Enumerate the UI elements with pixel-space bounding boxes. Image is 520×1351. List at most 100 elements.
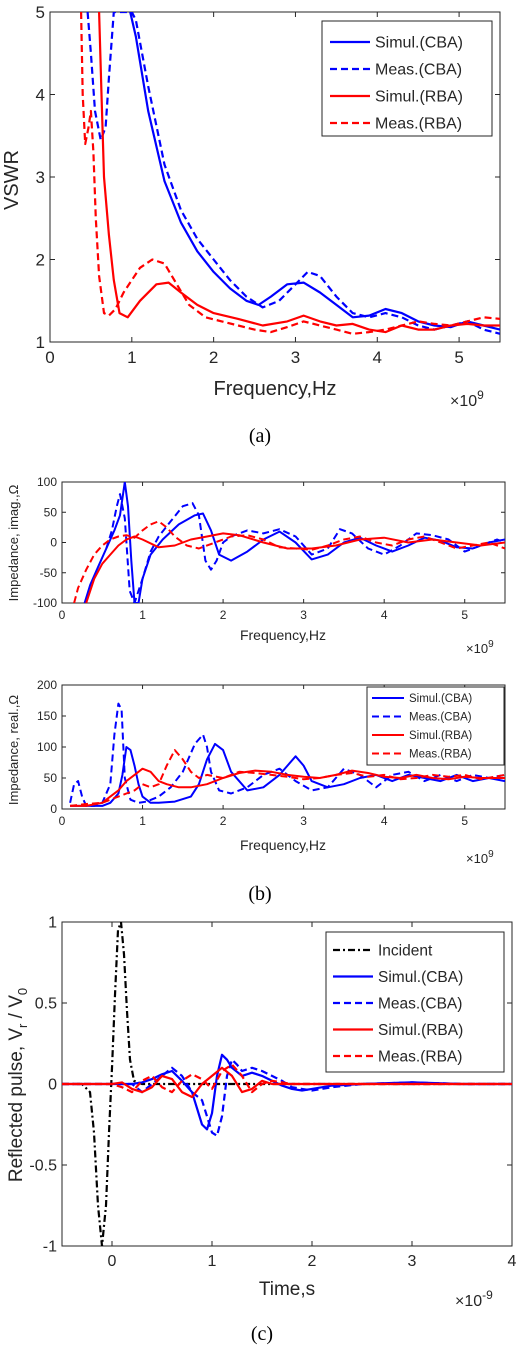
y-tick-label: 100 — [37, 740, 57, 754]
xlabel-b-imag: Frequency,Hz — [240, 627, 326, 643]
series-a — [80, 12, 500, 335]
x-exponent-a: ×109 — [450, 388, 484, 410]
legend-label: Simul.(CBA) — [378, 969, 463, 986]
x-tick-label: 4 — [381, 608, 388, 622]
series-line-meas-cba — [69, 702, 505, 807]
series-c — [62, 922, 512, 1246]
series-line-simul-cba — [62, 1053, 512, 1131]
series-line-meas-rba — [80, 12, 500, 335]
y-tick-label: 0 — [48, 1077, 57, 1094]
panel-b-imag: 0 1 2 3 4 5 -100 -50 0 50 100 Impedance, imag.,Ω F… — [6, 475, 506, 656]
plot-area-b-imag — [61, 481, 506, 604]
x-tick-label: 5 — [454, 348, 463, 367]
y-tick-label: 0.5 — [35, 996, 57, 1013]
y-tick-label: 5 — [36, 3, 45, 22]
caption-a: (a) — [249, 425, 271, 447]
legend-label: Simul.(RBA) — [375, 89, 463, 106]
legend-items-b-real: Simul.(CBA) Meas.(CBA) Simul.(RBA) Meas.(RB… — [372, 693, 472, 761]
y-tick-label: 4 — [36, 85, 45, 104]
panel-c: 0 1 2 3 4 -1 -0.5 0 0.5 1 Reflected pulse, Vr / V… — [6, 915, 517, 1345]
series-line-meas-rba — [69, 749, 505, 807]
y-tick-label: 100 — [37, 475, 57, 489]
y-tick-label: -1 — [43, 1239, 57, 1256]
x-tick-label: 3 — [408, 1253, 417, 1270]
series-line-meas-rba — [62, 1063, 512, 1094]
series-line-simul-cba — [83, 482, 505, 603]
ticks-c: 0 1 2 3 4 -1 -0.5 0 0.5 1 — [29, 915, 516, 1270]
legend-label: Simul.(RBA) — [378, 1022, 463, 1039]
x-exponent-b-real: ×109 — [466, 849, 494, 866]
x-tick-label: 1 — [127, 348, 136, 367]
y-tick-label: 1 — [48, 915, 57, 932]
legend-label: Simul.(RBA) — [409, 730, 472, 742]
legend-label: Meas.(RBA) — [375, 116, 462, 133]
x-tick-label: 0 — [45, 348, 54, 367]
y-tick-label: 50 — [44, 505, 58, 519]
x-tick-label: 2 — [308, 1253, 317, 1270]
ylabel-a: VSWR — [1, 150, 23, 210]
x-tick-label: 2 — [220, 814, 227, 828]
xlabel-a: Frequency,Hz — [213, 378, 336, 400]
x-tick-label: 3 — [300, 608, 307, 622]
y-tick-label: 150 — [37, 709, 57, 723]
x-tick-label: 2 — [209, 348, 218, 367]
legend-box-a — [321, 20, 493, 137]
x-tick-label: 4 — [373, 348, 382, 367]
x-tick-label: 1 — [208, 1253, 217, 1270]
legend-a: Simul.(CBA) Meas.(CBA) Simul.(RBA) Meas.(RB… — [321, 20, 493, 137]
legend-items-c: Incident Simul.(CBA) Meas.(CBA) Simul.(RBA)… — [333, 942, 463, 1065]
y-tick-label: -50 — [40, 566, 58, 580]
legend-box-b-real — [366, 686, 505, 766]
x-tick-label: 1 — [139, 814, 146, 828]
legend-b-real: Simul.(CBA) Meas.(CBA) Simul.(RBA) Meas.(RB… — [366, 686, 505, 766]
x-tick-label: 3 — [300, 814, 307, 828]
series-line-simul-rba — [70, 767, 505, 807]
x-tick-label: 3 — [291, 348, 300, 367]
legend-label: Meas.(CBA) — [375, 62, 462, 79]
legend-items-a: Simul.(CBA) Meas.(CBA) Simul.(RBA) Meas.(RB… — [330, 35, 463, 133]
y-tick-label: 200 — [37, 678, 57, 692]
caption-b: (b) — [248, 883, 271, 905]
x-exponent-b-imag: ×109 — [466, 639, 494, 656]
series-b-real — [69, 702, 505, 807]
legend-label: Meas.(CBA) — [409, 712, 472, 724]
xlabel-b-real: Frequency,Hz — [240, 837, 326, 853]
legend-label: Simul.(CBA) — [409, 693, 472, 705]
x-tick-label: 1 — [139, 608, 146, 622]
series-b-imag — [73, 482, 505, 603]
x-tick-label: 0 — [59, 608, 66, 622]
legend-label: Incident — [378, 942, 433, 959]
x-tick-label: 5 — [461, 608, 468, 622]
legend-c: Incident Simul.(CBA) Meas.(CBA) Simul.(RBA)… — [325, 931, 505, 1073]
y-tick-label: -100 — [33, 596, 57, 610]
y-tick-label: -0.5 — [29, 1158, 57, 1175]
series-line-meas-rba — [73, 520, 505, 603]
y-tick-label: 0 — [50, 802, 57, 816]
y-tick-label: 1 — [36, 333, 45, 352]
series-line-meas-cba — [86, 12, 500, 335]
ylabel-b-imag: Impedance, imag.,Ω — [6, 484, 21, 601]
ylabel-b-real: Impedance, real.,Ω — [6, 695, 21, 805]
series-line-simul-cba — [129, 12, 500, 331]
x-tick-label: 2 — [220, 608, 227, 622]
caption-c: (c) — [251, 1323, 273, 1345]
y-tick-label: 3 — [36, 168, 45, 187]
series-line-simul-rba — [98, 12, 500, 334]
x-tick-label: 0 — [59, 814, 66, 828]
x-exponent-c: ×10-9 — [455, 1288, 493, 1310]
y-tick-label: 2 — [36, 250, 45, 269]
legend-label: Meas.(RBA) — [378, 1048, 462, 1065]
legend-label: Meas.(RBA) — [409, 749, 472, 761]
y-tick-label: 0 — [50, 536, 57, 550]
legend-label: Meas.(CBA) — [378, 995, 462, 1012]
x-tick-label: 0 — [108, 1253, 117, 1270]
series-line-simul-rba — [85, 532, 505, 603]
x-tick-label: 4 — [381, 814, 388, 828]
x-tick-label: 5 — [461, 814, 468, 828]
xlabel-c: Time,s — [259, 1279, 315, 1300]
